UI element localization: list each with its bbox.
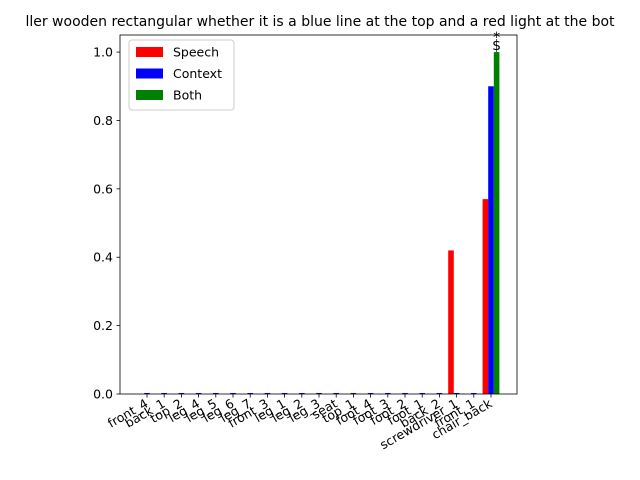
bar-context-leg_7 <box>247 392 253 394</box>
y-tick-label: 0.8 <box>93 113 113 128</box>
bar-context-screwdriver_1 <box>453 392 460 394</box>
bar-context-foot_2 <box>402 392 408 394</box>
bar-both-chair_back <box>493 52 500 394</box>
annotation-dollar: $ <box>492 38 501 54</box>
bar-context-back_1 <box>161 392 167 394</box>
bar-context-leg_5 <box>213 392 219 394</box>
y-tick-label: 0.4 <box>93 250 113 265</box>
bar-context-seat <box>333 392 339 394</box>
bar-context-top_2 <box>178 392 185 394</box>
legend-swatch-context <box>136 68 163 79</box>
legend-swatch-speech <box>136 47 163 57</box>
bar-context-leg_2 <box>299 392 305 394</box>
bar-context-leg_4 <box>195 392 202 394</box>
y-tick-label: 0.2 <box>93 318 113 333</box>
y-axis-ticks: 0.0 0.2 0.4 0.6 0.8 1.0 <box>93 45 120 402</box>
y-tick-label: 0.6 <box>93 181 113 196</box>
bar-context-back_2 <box>436 392 443 394</box>
bar-context-foot_4 <box>367 392 374 394</box>
y-tick-label: 0.0 <box>93 387 113 402</box>
bar-speech-screwdriver_1 <box>448 250 454 394</box>
legend-swatch-both <box>136 90 163 100</box>
bar-context-front_3 <box>264 392 271 394</box>
plot-frame <box>119 34 518 395</box>
annotations-group: $* <box>492 30 501 54</box>
annotation-star: * <box>493 30 500 46</box>
bar-context-front_4 <box>144 392 150 394</box>
bar-context-foot_1 <box>419 392 425 394</box>
y-tick-label: 1.0 <box>93 45 113 60</box>
bar-context-front_1 <box>471 392 477 394</box>
legend-label-speech: Speech <box>173 45 219 60</box>
bar-context-top_1 <box>350 392 357 394</box>
bar-context-foot_3 <box>385 392 391 394</box>
legend: Speech Context Both <box>128 39 235 111</box>
bar-context-chair_back <box>488 86 494 394</box>
chart-title: ller wooden rectangular whether it is a … <box>25 14 615 30</box>
bar-context-leg_3 <box>316 392 322 394</box>
legend-label-context: Context <box>173 66 222 81</box>
bar-context-leg_1 <box>281 392 288 394</box>
bar-context-leg_6 <box>230 392 236 394</box>
axes-group <box>119 34 518 395</box>
bars-group <box>144 52 500 394</box>
bar-speech-chair_back <box>482 199 489 394</box>
legend-label-both: Both <box>173 88 202 103</box>
